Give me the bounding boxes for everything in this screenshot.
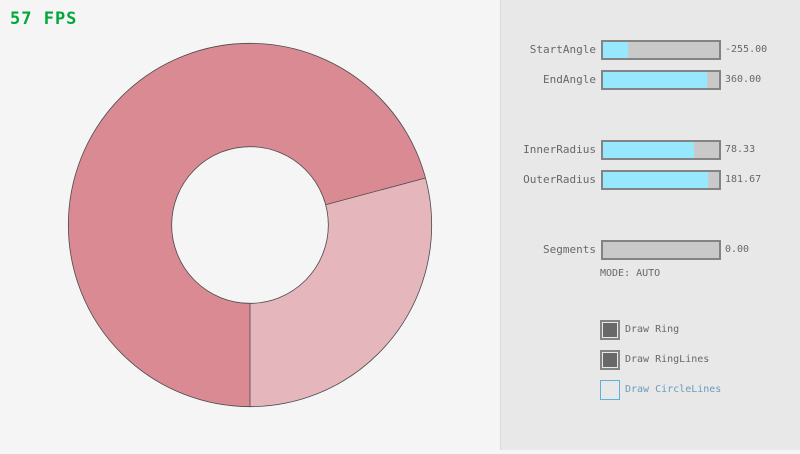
slider-outer-radius[interactable]: OuterRadius 181.67 [501,170,800,190]
ring-segment-single [250,177,432,407]
slider-value: 360.00 [725,74,762,85]
slider-fill [603,142,694,158]
controls-panel: StartAngle -255.00 EndAngle 360.00 Inner… [500,0,800,450]
slider-label: StartAngle [529,43,596,56]
slider-track[interactable] [601,170,721,190]
check-mark-icon [603,353,617,367]
slider-label: InnerRadius [523,143,596,156]
mode-label: MODE: AUTO [600,268,661,279]
slider-value: -255.00 [725,44,768,55]
slider-track[interactable] [601,240,721,260]
checkbox-label: Draw Ring [625,324,680,335]
slider-end-angle[interactable]: EndAngle 360.00 [501,70,800,90]
checkbox-box[interactable] [600,320,620,340]
render-canvas [67,42,433,408]
slider-segments[interactable]: Segments 0.00 [501,240,800,260]
checkbox-box[interactable] [600,350,620,370]
slider-track[interactable] [601,70,721,90]
ring-shape [67,42,433,408]
checkbox-label: Draw RingLines [625,354,710,365]
slider-label: OuterRadius [523,173,596,186]
slider-value: 0.00 [725,244,750,255]
slider-value: 181.67 [725,174,762,185]
slider-label: EndAngle [543,73,596,86]
slider-track[interactable] [601,40,721,60]
slider-value: 78.33 [725,144,756,155]
ring-edge-line [325,177,426,206]
slider-fill [603,172,709,188]
slider-fill [603,42,629,58]
check-mark-icon [603,323,617,337]
ring-inner-line [171,146,329,304]
slider-inner-radius[interactable]: InnerRadius 78.33 [501,140,800,160]
slider-track[interactable] [601,140,721,160]
slider-start-angle[interactable]: StartAngle -255.00 [501,40,800,60]
slider-label: Segments [543,243,596,256]
slider-fill [603,72,708,88]
checkbox-box[interactable] [600,380,620,400]
checkbox-label: Draw CircleLines [625,384,722,395]
fps-counter: 57 FPS [10,9,78,29]
ring-segment-overlap-b [159,43,426,205]
